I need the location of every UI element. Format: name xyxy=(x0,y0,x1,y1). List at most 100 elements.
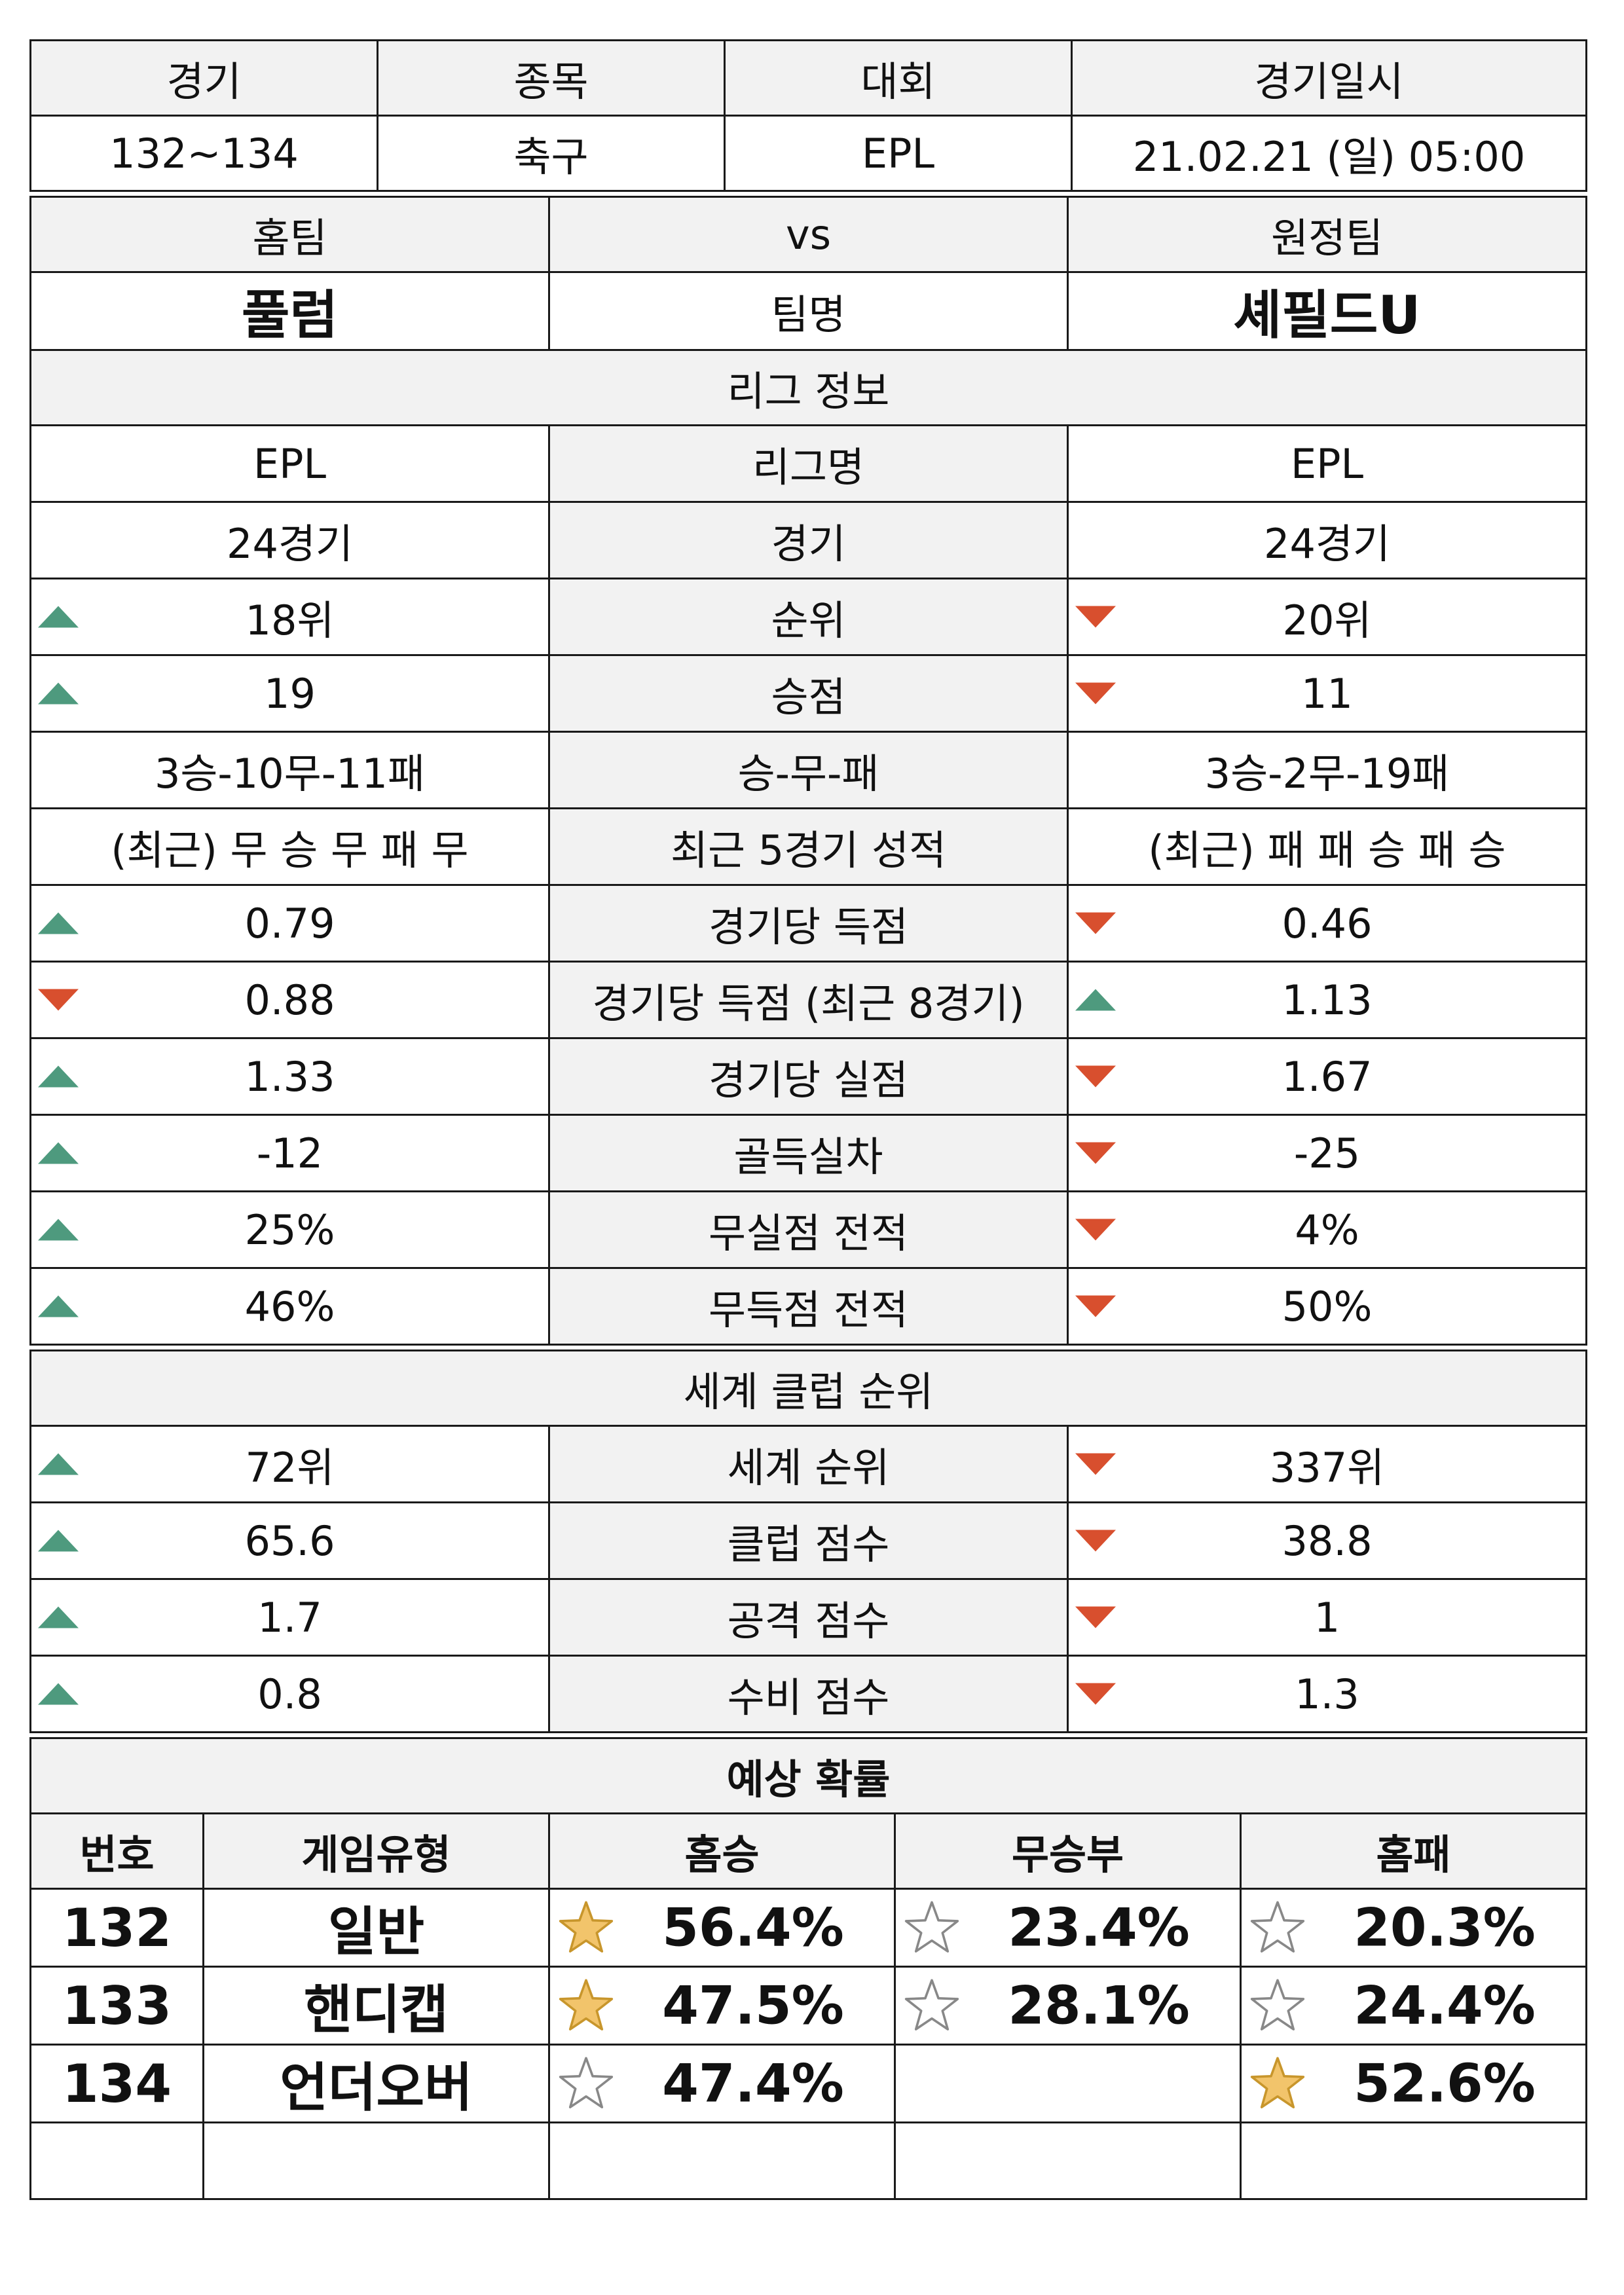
home-stat-value: 3승-10무-11패 xyxy=(29,731,550,809)
triangle-up-icon xyxy=(38,1065,79,1088)
triangle-down-icon xyxy=(1075,912,1116,934)
away-stat-text: 4% xyxy=(1295,1205,1359,1254)
triangle-up-icon xyxy=(38,1295,79,1317)
away-stat-value: 20위 xyxy=(1067,578,1587,656)
away-stat-value: 1.3 xyxy=(1067,1655,1587,1733)
triangle-down-icon xyxy=(1075,1219,1116,1241)
col-home-loss: 홈패 xyxy=(1239,1812,1588,1890)
home-team-label: 홈팀 xyxy=(29,196,550,273)
stat-label: 경기당 실점 xyxy=(548,1037,1069,1116)
triangle-down-icon xyxy=(1075,1065,1116,1088)
draw-prob-cell: 28.1% xyxy=(894,1966,1242,2046)
stat-row: 1.33 경기당 실점 1.67 xyxy=(29,1037,1587,1116)
away-stat-text: 1.3 xyxy=(1295,1670,1359,1718)
away-stat-text: 0.46 xyxy=(1282,899,1373,947)
draw-prob-cell: 23.4% xyxy=(894,1888,1242,1968)
home-win-prob-cell: 47.4% xyxy=(548,2044,896,2123)
home-stat-text: 1.33 xyxy=(244,1052,335,1101)
stat-row: EPL 리그명 EPL xyxy=(29,424,1587,503)
star-outline-icon xyxy=(904,1901,959,1953)
home-stat-text: (최근) 무 승 무 패 무 xyxy=(111,826,469,874)
home-loss-prob: 20.3% xyxy=(1354,1897,1536,1958)
home-stat-text: 25% xyxy=(244,1205,335,1254)
home-stat-value: 1.7 xyxy=(29,1578,550,1657)
star-outline-icon xyxy=(1250,1901,1305,1953)
prediction-row: 134 언더오버 47.4% 52.6% xyxy=(29,2044,1588,2123)
triangle-down-icon xyxy=(1075,606,1116,628)
away-stat-value: 0.46 xyxy=(1067,884,1587,963)
away-stat-value: 4% xyxy=(1067,1190,1587,1269)
star-filled-icon xyxy=(1250,2057,1305,2108)
triangle-up-icon xyxy=(38,1606,79,1628)
game-type: 핸디캡 xyxy=(202,1966,550,2046)
stat-row: -12 골득실차 -25 xyxy=(29,1114,1587,1192)
away-stat-text: -25 xyxy=(1293,1129,1361,1177)
away-stat-value: 38.8 xyxy=(1067,1501,1587,1580)
home-stat-text: 1.7 xyxy=(257,1593,322,1642)
away-stat-value: 11 xyxy=(1067,654,1587,733)
home-stat-text: 19 xyxy=(264,669,316,718)
empty-cell xyxy=(894,2121,1242,2200)
sport-value: 축구 xyxy=(377,115,726,192)
stat-row: 65.6 클럽 점수 38.8 xyxy=(29,1501,1587,1580)
triangle-up-icon xyxy=(38,1683,79,1705)
stat-label: 무실점 전적 xyxy=(548,1190,1069,1269)
away-stat-text: 50% xyxy=(1282,1282,1373,1331)
away-stat-text: EPL xyxy=(1290,439,1364,488)
stat-label: 무득점 전적 xyxy=(548,1267,1069,1346)
stat-row: 3승-10무-11패 승-무-패 3승-2무-19패 xyxy=(29,731,1587,809)
home-win-prob: 56.4% xyxy=(662,1897,844,1958)
game-number: 132 xyxy=(29,1888,204,1968)
stat-label: 순위 xyxy=(548,578,1069,656)
draw-prob: 28.1% xyxy=(1008,1975,1190,2036)
home-loss-prob-cell: 24.4% xyxy=(1239,1966,1588,2046)
col-game-type: 게임유형 xyxy=(202,1812,550,1890)
star-filled-icon xyxy=(559,1901,614,1953)
stat-row: 0.8 수비 점수 1.3 xyxy=(29,1655,1587,1733)
away-stat-value: 1.13 xyxy=(1067,961,1587,1039)
stat-label: 리그명 xyxy=(548,424,1069,503)
away-stat-text: 3승-2무-19패 xyxy=(1204,750,1450,798)
home-stat-text: 0.88 xyxy=(244,976,335,1024)
home-stat-text: 0.79 xyxy=(244,899,335,947)
home-stat-text: 18위 xyxy=(245,597,335,644)
league-info-title: 리그 정보 xyxy=(29,349,1587,426)
away-stat-text: 24경기 xyxy=(1264,520,1390,568)
triangle-up-icon xyxy=(38,606,79,628)
stat-row: 1.7 공격 점수 1 xyxy=(29,1578,1587,1657)
triangle-up-icon xyxy=(38,682,79,705)
triangle-up-icon xyxy=(1075,989,1116,1011)
triangle-up-icon xyxy=(38,1530,79,1552)
stat-label: 최근 5경기 성적 xyxy=(548,807,1069,886)
stat-label: 세계 순위 xyxy=(548,1425,1069,1503)
home-team-name: 풀럼 xyxy=(29,271,550,351)
stat-label: 승-무-패 xyxy=(548,731,1069,809)
home-stat-value: -12 xyxy=(29,1114,550,1192)
stat-label: 경기당 득점 (최근 8경기) xyxy=(548,961,1069,1039)
away-stat-value: EPL xyxy=(1067,424,1587,503)
league-rows: EPL 리그명 EPL 24경기 경기 24경기 18위 순위 20위 19 승점 11 3승-10무-… xyxy=(29,424,1587,1346)
home-stat-value: 65.6 xyxy=(29,1501,550,1580)
away-stat-text: 20위 xyxy=(1282,597,1372,644)
home-stat-value: 18위 xyxy=(29,578,550,656)
home-stat-value: 0.88 xyxy=(29,961,550,1039)
prediction-row: 132 일반 56.4% 23.4% 20.3% xyxy=(29,1888,1588,1968)
triangle-down-icon xyxy=(1075,1606,1116,1628)
competition-value: EPL xyxy=(724,115,1073,192)
away-stat-value: 3승-2무-19패 xyxy=(1067,731,1587,809)
stat-row: 19 승점 11 xyxy=(29,654,1587,733)
world-rows: 72위 세계 순위 337위 65.6 클럽 점수 38.8 1.7 공격 점수 1 0.8 수비 … xyxy=(29,1425,1587,1733)
stat-row: (최근) 무 승 무 패 무 최근 5경기 성적 (최근) 패 패 승 패 승 xyxy=(29,807,1587,886)
stat-row: 46% 무득점 전적 50% xyxy=(29,1267,1587,1346)
home-win-prob-cell: 56.4% xyxy=(548,1888,896,1968)
away-stat-value: 24경기 xyxy=(1067,501,1587,579)
away-stat-text: 38.8 xyxy=(1282,1516,1373,1565)
away-stat-text: 1.13 xyxy=(1282,976,1373,1024)
empty-cell xyxy=(548,2121,896,2200)
empty-cell xyxy=(202,2121,550,2200)
stat-label: 클럽 점수 xyxy=(548,1501,1069,1580)
match-header-table: 경기 종목 대회 경기일시 132~134 축구 EPL 21.02.21 (일… xyxy=(29,39,1587,192)
triangle-down-icon xyxy=(1075,1295,1116,1317)
col-home-win: 홈승 xyxy=(548,1812,896,1890)
stat-label: 승점 xyxy=(548,654,1069,733)
